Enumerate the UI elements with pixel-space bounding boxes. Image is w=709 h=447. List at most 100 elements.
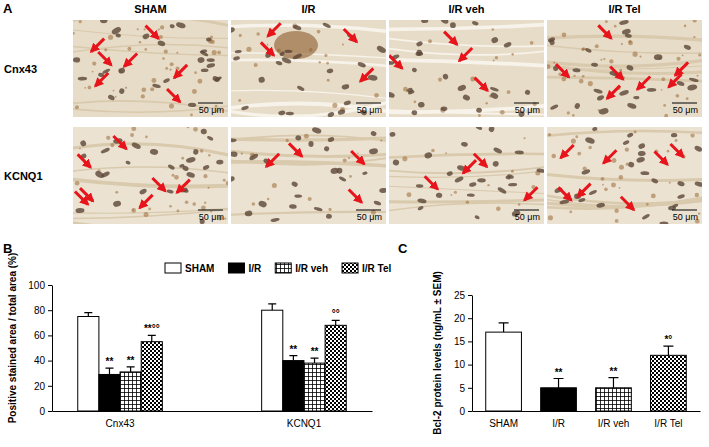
tissue-fibre bbox=[73, 144, 228, 156]
tissue-fibre bbox=[547, 66, 702, 70]
stain-dot bbox=[137, 28, 139, 30]
x-axis: Cnx43KCNQ1 bbox=[53, 412, 373, 430]
nucleus bbox=[461, 141, 469, 147]
scale-bar bbox=[356, 103, 381, 104]
scale-bar-label: 50 μm bbox=[357, 105, 382, 115]
scale-bar-label: 50 μm bbox=[673, 105, 698, 115]
micrograph bbox=[231, 127, 386, 224]
significance-label: °° bbox=[332, 308, 340, 319]
red-arrow bbox=[113, 136, 126, 149]
nucleus bbox=[313, 206, 322, 211]
x-tick-label: I/R bbox=[552, 418, 565, 429]
red-arrow bbox=[98, 52, 111, 65]
nucleus bbox=[275, 60, 283, 66]
stain-dot bbox=[661, 77, 665, 81]
nucleus bbox=[278, 110, 286, 116]
stain-dot bbox=[141, 87, 146, 92]
stain-dot bbox=[348, 157, 350, 159]
nucleus bbox=[337, 168, 343, 174]
nucleus bbox=[258, 200, 268, 209]
stain-dot bbox=[79, 148, 81, 150]
nucleus bbox=[206, 62, 215, 68]
stain-dot bbox=[428, 39, 432, 43]
y-tick-mark bbox=[48, 285, 52, 286]
nucleus bbox=[633, 96, 639, 100]
tissue-fibre bbox=[389, 60, 544, 66]
nucleus bbox=[389, 131, 396, 137]
stain-dot bbox=[127, 47, 131, 51]
stain-dot bbox=[217, 51, 221, 55]
tissue-fibre bbox=[547, 45, 702, 53]
x-tick-label: SHAM bbox=[489, 418, 518, 429]
nucleus bbox=[94, 170, 105, 180]
legend-swatch bbox=[165, 263, 181, 273]
stain-dot bbox=[579, 79, 584, 84]
nucleus bbox=[343, 100, 351, 106]
stain-dot bbox=[676, 57, 680, 61]
bar bbox=[596, 388, 632, 411]
stain-dot bbox=[272, 183, 277, 188]
nucleus bbox=[689, 77, 699, 83]
nucleus bbox=[671, 133, 678, 138]
stain-dot bbox=[106, 136, 110, 140]
nucleus bbox=[593, 88, 603, 94]
y-tick: 0 bbox=[459, 406, 472, 417]
nucleus bbox=[651, 177, 659, 184]
y-tick: 15 bbox=[454, 336, 472, 347]
stain-dot bbox=[226, 181, 228, 185]
nucleus bbox=[416, 49, 423, 56]
nucleus bbox=[248, 153, 259, 161]
nucleus bbox=[152, 83, 161, 89]
nucleus bbox=[411, 110, 417, 115]
stain-dot bbox=[634, 131, 637, 134]
red-arrow bbox=[654, 152, 667, 165]
nucleus bbox=[197, 57, 205, 64]
y-tick-mark bbox=[468, 318, 472, 319]
significance-label: *° bbox=[664, 334, 672, 345]
nucleus bbox=[125, 160, 131, 165]
stain-dot bbox=[254, 63, 258, 67]
stain-dot bbox=[187, 127, 189, 128]
nucleus bbox=[175, 21, 186, 29]
nucleus bbox=[442, 73, 449, 80]
stain-dot bbox=[500, 110, 505, 115]
y-tick: 20 bbox=[34, 381, 52, 392]
y-tick-mark bbox=[468, 341, 472, 342]
y-tick-mark bbox=[48, 411, 52, 412]
y-tick-label: 0 bbox=[39, 406, 45, 417]
significance-label: ** bbox=[311, 346, 319, 357]
y-tick-mark bbox=[48, 386, 52, 387]
stain-dot bbox=[223, 179, 226, 182]
legend-swatch bbox=[228, 263, 244, 273]
stain-dot bbox=[573, 75, 575, 77]
nucleus bbox=[118, 88, 125, 95]
nucleus bbox=[163, 77, 171, 84]
y-tick: 100 bbox=[28, 280, 52, 291]
nucleus bbox=[292, 53, 303, 60]
red-arrow bbox=[444, 32, 457, 45]
error-bar bbox=[332, 320, 340, 325]
error-bar bbox=[268, 304, 276, 310]
red-arrow bbox=[607, 86, 620, 99]
stain-dot bbox=[571, 139, 576, 144]
x-tick: KCNQ1 bbox=[287, 418, 322, 429]
nucleus bbox=[596, 94, 605, 101]
stain-dot bbox=[150, 87, 154, 91]
tissue-fibre bbox=[231, 90, 386, 98]
nucleus bbox=[581, 168, 591, 175]
column-label: I/R veh bbox=[448, 3, 484, 15]
red-arrow bbox=[558, 187, 571, 200]
error-bar bbox=[105, 368, 113, 374]
stain-dot bbox=[547, 64, 551, 69]
nucleus bbox=[592, 127, 598, 132]
stain-dot bbox=[664, 114, 668, 117]
stain-dot bbox=[239, 34, 242, 37]
nucleus bbox=[488, 127, 495, 133]
nucleus bbox=[389, 91, 395, 98]
stain-dot bbox=[478, 114, 481, 117]
nucleus bbox=[626, 64, 635, 72]
x-tick-label: I/R Tel bbox=[654, 418, 682, 429]
error-bar bbox=[148, 335, 156, 341]
scale-bar-label: 50 μm bbox=[199, 212, 224, 222]
nucleus bbox=[193, 149, 199, 155]
